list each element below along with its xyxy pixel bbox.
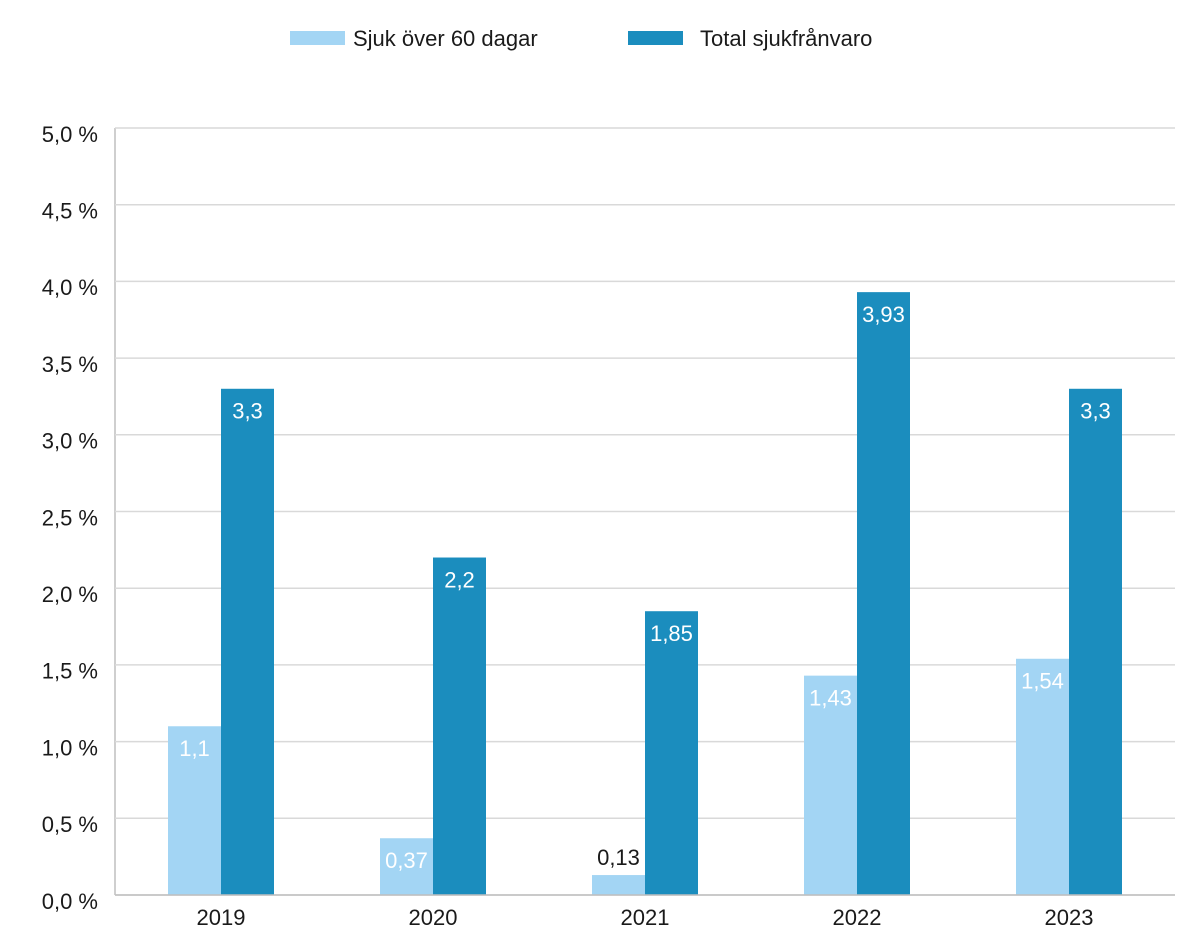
- y-tick-label: 2,0 %: [42, 582, 98, 607]
- x-tick-label: 2023: [1045, 905, 1094, 930]
- bar: [1016, 658, 1069, 895]
- y-tick-label: 1,5 %: [42, 659, 98, 684]
- y-tick-label: 3,0 %: [42, 429, 98, 454]
- legend-label: Total sjukfrånvaro: [700, 26, 872, 51]
- bar: [380, 838, 433, 895]
- legend-swatch: [290, 31, 345, 45]
- y-tick-label: 2,5 %: [42, 505, 98, 530]
- value-label: 3,93: [862, 302, 905, 327]
- y-tick-label: 0,0 %: [42, 889, 98, 914]
- y-tick-label: 0,5 %: [42, 812, 98, 837]
- value-label: 1,1: [179, 736, 210, 761]
- value-label: 1,54: [1021, 669, 1064, 694]
- value-label: 0,37: [385, 848, 428, 873]
- y-tick-label: 5,0 %: [42, 122, 98, 147]
- x-tick-label: 2019: [197, 905, 246, 930]
- legend-swatch: [628, 31, 683, 45]
- value-label: 0,13: [597, 845, 640, 870]
- bar: [221, 388, 274, 895]
- bar: [433, 557, 486, 895]
- y-tick-label: 4,5 %: [42, 199, 98, 224]
- value-label: 3,3: [232, 399, 263, 424]
- y-tick-label: 4,0 %: [42, 275, 98, 300]
- value-label: 1,43: [809, 685, 852, 710]
- bar: [804, 675, 857, 895]
- bar: [645, 611, 698, 895]
- y-tick-label: 3,5 %: [42, 352, 98, 377]
- legend-label: Sjuk över 60 dagar: [353, 26, 538, 51]
- value-label: 1,85: [650, 621, 693, 646]
- bar: [168, 726, 221, 895]
- y-tick-label: 1,0 %: [42, 735, 98, 760]
- x-tick-label: 2022: [833, 905, 882, 930]
- value-label: 2,2: [444, 567, 475, 592]
- x-tick-label: 2020: [409, 905, 458, 930]
- bar: [1069, 388, 1122, 895]
- bar: [592, 875, 645, 895]
- x-tick-label: 2021: [621, 905, 670, 930]
- value-label: 3,3: [1080, 399, 1111, 424]
- bar: [857, 292, 910, 895]
